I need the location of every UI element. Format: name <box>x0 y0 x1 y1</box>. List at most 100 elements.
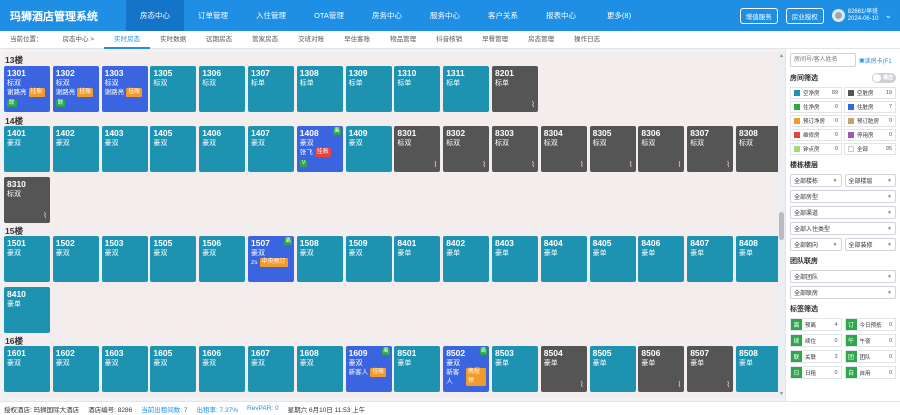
read-card-button[interactable]: ▣ 读房卡(F1 <box>859 56 892 65</box>
nav-item-2[interactable]: 入住管理 <box>256 11 286 20</box>
rented-count[interactable]: 当前出租间数: 7 <box>141 406 188 414</box>
room-card[interactable]: 1505 豪双 <box>150 236 197 282</box>
nav-item-6[interactable]: 客户关系 <box>488 11 518 20</box>
scroll-up-icon[interactable]: ▲ <box>779 53 784 59</box>
room-card[interactable]: 1605 豪双 <box>150 346 197 392</box>
room-card[interactable]: 1501 豪双 <box>4 236 50 282</box>
channel-select[interactable]: 全部渠道 ▼ <box>790 206 896 219</box>
room-card[interactable]: 1406 豪双 <box>199 126 246 172</box>
tab-10[interactable]: 早餐管理 <box>482 35 509 43</box>
room-card[interactable]: 8201 标单 ⌇ <box>492 66 538 112</box>
room-card[interactable]: 8404 豪单 <box>540 236 587 282</box>
tag-filter-5[interactable]: 团团队 0 <box>844 350 896 363</box>
room-card[interactable]: 1508 豪双 <box>296 236 343 282</box>
room-card[interactable]: 1609 豪双 新客人 挂账 离 <box>345 346 392 392</box>
room-card[interactable]: 8502 豪双 新客人 携程预 离 <box>443 346 490 392</box>
room-card[interactable]: 1503 豪双 <box>101 236 148 282</box>
nav-item-4[interactable]: 房务中心 <box>372 11 402 20</box>
chevron-down-icon[interactable]: ⌄ <box>884 10 892 20</box>
status-filter-5[interactable]: 预订脏房 0 <box>844 115 896 127</box>
tab-11[interactable]: 房态管理 <box>528 35 555 43</box>
tag-filter-3[interactable]: 午午夜 0 <box>844 334 896 347</box>
value-service-button[interactable]: 增值服务 <box>739 7 778 24</box>
checkin-type-select[interactable]: 全部入住类型 ▼ <box>790 222 896 235</box>
scroll-thumb[interactable] <box>779 212 784 240</box>
room-card[interactable]: 8304 标双 ⌇ <box>540 126 587 172</box>
floor-select[interactable]: 全部楼层 ▼ <box>844 174 896 187</box>
tag-filter-7[interactable]: 自自用 0 <box>844 366 896 379</box>
auth-button[interactable]: 房业授权 <box>785 7 824 24</box>
link-room-select[interactable]: 全部联房 ▼ <box>790 286 896 299</box>
tab-8[interactable]: 物品管理 <box>390 35 417 43</box>
room-card[interactable]: 8401 豪单 <box>394 236 441 282</box>
room-card[interactable]: 8308 标双 <box>736 126 778 172</box>
room-card[interactable]: 1301 标双 谢路亮 挂账联 <box>4 66 50 112</box>
tab-9[interactable]: 抖音核销 <box>436 35 463 43</box>
tab-3[interactable]: 实时数据 <box>160 35 187 43</box>
tag-filter-0[interactable]: 离预离 4 <box>790 318 842 331</box>
room-card[interactable]: 1502 豪双 <box>52 236 99 282</box>
occupancy-rate[interactable]: 出租率: 7.37% <box>196 406 238 414</box>
status-filter-7[interactable]: 停用房 0 <box>844 129 896 141</box>
status-filter-2[interactable]: 住净房 0 <box>790 101 842 113</box>
room-card[interactable]: 1608 豪双 <box>296 346 343 392</box>
room-card[interactable]: 1402 豪双 <box>52 126 99 172</box>
room-card[interactable]: 8307 标双 ⌇ <box>687 126 734 172</box>
tag-filter-2[interactable]: 续续住 0 <box>790 334 842 347</box>
tag-filter-4[interactable]: 联关联 3 <box>790 350 842 363</box>
tab-12[interactable]: 操作日志 <box>574 35 601 43</box>
scroll-down-icon[interactable]: ▼ <box>779 391 784 397</box>
building-select[interactable]: 全部楼栋 ▼ <box>790 174 842 187</box>
room-card[interactable]: 8503 豪单 <box>492 346 538 392</box>
room-card[interactable]: 1507 豪双 zs 中央预订离 <box>248 236 294 282</box>
room-card[interactable]: 8407 豪单 <box>687 236 734 282</box>
room-card[interactable]: 1307 标单 <box>248 66 294 112</box>
room-card[interactable]: 1407 豪双 <box>248 126 294 172</box>
status-filter-4[interactable]: 预订净房 0 <box>790 115 842 127</box>
team-select[interactable]: 全部团队 ▼ <box>790 270 896 283</box>
nav-item-7[interactable]: 报表中心 <box>546 11 576 20</box>
nav-item-0[interactable]: 房态中心 <box>126 0 184 31</box>
tab-7[interactable]: 早住客账 <box>344 35 371 43</box>
grid-scrollbar[interactable]: ▲ ▼ <box>778 52 785 398</box>
room-card[interactable]: 8405 豪单 <box>589 236 636 282</box>
tab-6[interactable]: 交班对账 <box>298 35 325 43</box>
tab-2[interactable]: 实时房态 <box>104 31 151 49</box>
room-card[interactable]: 1403 豪双 <box>101 126 148 172</box>
room-card[interactable]: 8408 豪单 <box>736 236 778 282</box>
room-card[interactable]: 8410 豪单 <box>4 287 50 333</box>
room-card[interactable]: 1506 豪双 <box>199 236 246 282</box>
nav-item-8[interactable]: 更多(8) <box>606 11 632 20</box>
room-card[interactable]: 1607 豪双 <box>248 346 294 392</box>
room-search-input[interactable] <box>790 53 856 67</box>
room-card[interactable]: 8306 标双 ⌇ <box>638 126 685 172</box>
room-card[interactable]: 8301 标双 ⌇ <box>394 126 441 172</box>
multi-select-toggle[interactable]: 横选 <box>872 73 896 83</box>
nav-item-1[interactable]: 订单管理 <box>198 11 228 20</box>
status-filter-3[interactable]: 住脏房 7 <box>844 101 896 113</box>
room-card[interactable]: 1408 豪双 张飞 挂账 V 离 <box>296 126 343 172</box>
room-card[interactable]: 8305 标双 ⌇ <box>589 126 636 172</box>
room-card[interactable]: 8507 豪单 ⌇ <box>687 346 734 392</box>
tab-4[interactable]: 远期房态 <box>206 35 233 43</box>
nav-item-5[interactable]: 服务中心 <box>430 11 460 20</box>
status-filter-6[interactable]: 维修房 0 <box>790 129 842 141</box>
decoration-select[interactable]: 全部装修 ▼ <box>844 238 896 251</box>
room-card[interactable]: 1405 豪双 <box>150 126 197 172</box>
room-card[interactable]: 8406 豪单 <box>638 236 685 282</box>
room-card[interactable]: 1601 豪双 <box>4 346 50 392</box>
user-menu[interactable]: 82661/早班 2024-06-10 ⌄ <box>831 9 892 23</box>
room-card[interactable]: 1311 标单 <box>443 66 490 112</box>
room-card[interactable]: 8501 豪单 <box>394 346 441 392</box>
room-card[interactable]: 1606 豪双 <box>199 346 246 392</box>
room-card[interactable]: 1603 豪双 <box>101 346 148 392</box>
roomtype-select[interactable]: 全部房型 ▼ <box>790 190 896 203</box>
room-card[interactable]: 8505 豪单 <box>589 346 636 392</box>
tab-5[interactable]: 管家房态 <box>252 35 279 43</box>
tag-filter-6[interactable]: 日日租 0 <box>790 366 842 379</box>
room-card[interactable]: 1409 豪双 <box>345 126 392 172</box>
revpar[interactable]: RevPAR: 0 <box>246 405 279 412</box>
room-card[interactable]: 8402 豪单 <box>443 236 490 282</box>
room-card[interactable]: 1509 豪双 <box>345 236 392 282</box>
room-card[interactable]: 8302 标双 ⌇ <box>443 126 490 172</box>
